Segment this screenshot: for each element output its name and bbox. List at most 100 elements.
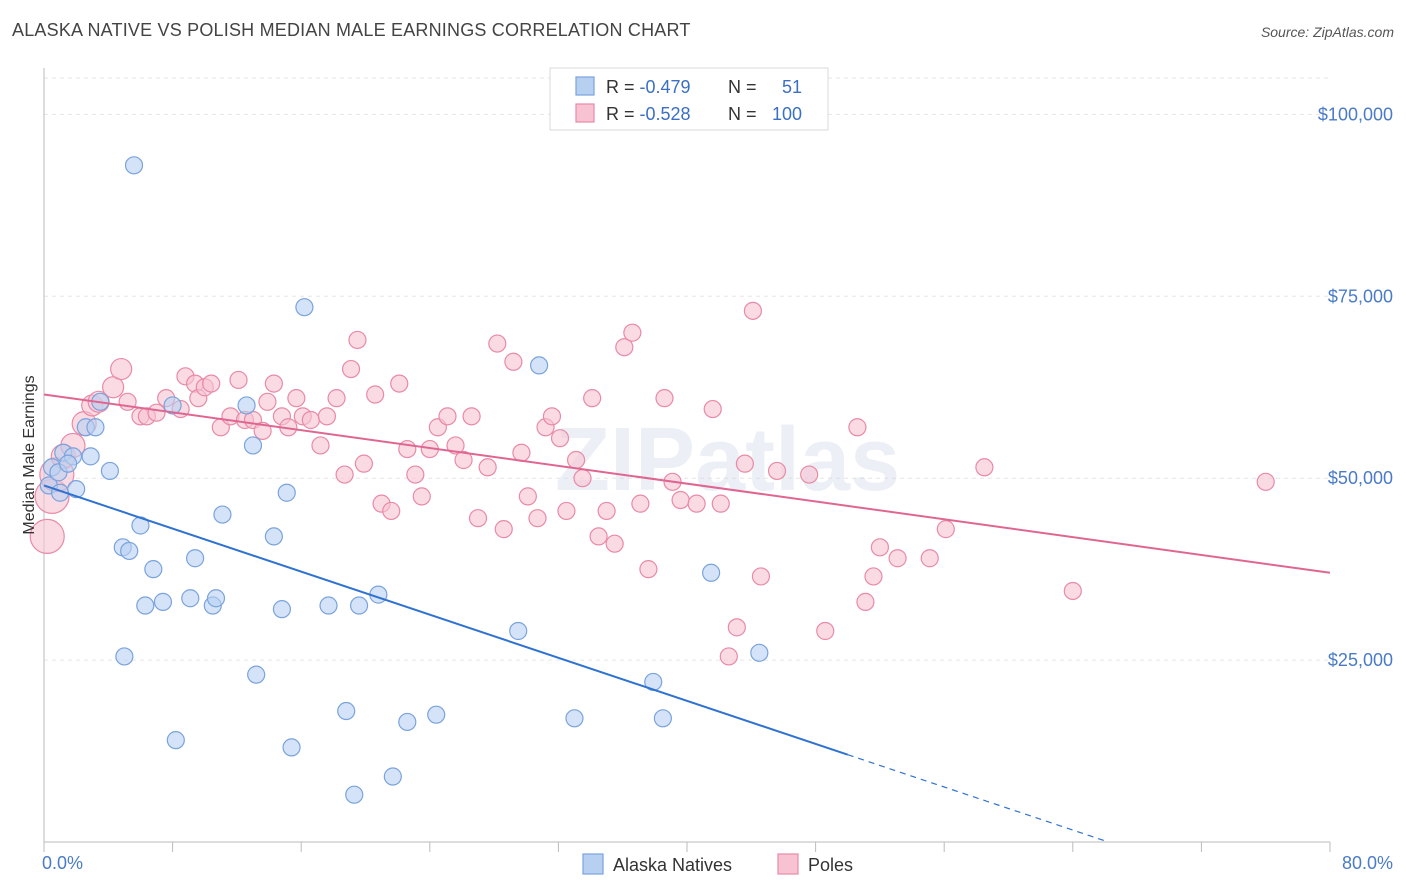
y-tick-label: $50,000 xyxy=(1328,468,1393,488)
poles-point xyxy=(327,389,346,408)
poles-point xyxy=(583,389,602,408)
poles-point xyxy=(711,494,730,513)
poles-point xyxy=(589,527,608,546)
alaska-native-point xyxy=(247,665,266,684)
poles-point xyxy=(311,436,330,455)
poles-point xyxy=(528,509,547,528)
poles-point xyxy=(573,469,592,488)
alaska-native-point xyxy=(750,643,769,662)
poles-point xyxy=(494,520,513,539)
poles-point xyxy=(615,338,634,357)
alaska-native-point xyxy=(398,712,417,732)
chart-title: ALASKA NATIVE VS POLISH MEDIAN MALE EARN… xyxy=(12,20,691,40)
poles-point xyxy=(655,389,674,408)
watermark: ZIPatlas xyxy=(555,410,900,510)
poles-point xyxy=(566,450,586,470)
legend-n-value: 100 xyxy=(772,104,802,124)
poles-point xyxy=(354,454,373,473)
alaska-native-point xyxy=(67,480,86,499)
y-tick-label: $75,000 xyxy=(1328,286,1393,306)
alaska-native-point xyxy=(237,396,256,415)
series-label-alaska: Alaska Natives xyxy=(613,855,732,875)
alaska-trend-extension xyxy=(847,754,1106,842)
poles-point xyxy=(258,392,277,411)
alaska-native-point xyxy=(59,454,78,473)
trend-lines xyxy=(43,393,1331,842)
poles-point xyxy=(382,501,401,521)
alaska-native-point xyxy=(565,709,584,728)
alaska-native-point xyxy=(213,505,232,524)
series-swatch-poles xyxy=(777,853,799,875)
alaska-native-point xyxy=(186,549,205,568)
alaska-native-point xyxy=(144,560,163,579)
alaska-native-point xyxy=(383,767,402,786)
alaska-native-point xyxy=(653,709,672,728)
alaska-native-point xyxy=(166,731,185,750)
series-swatch-alaska xyxy=(582,853,604,875)
poles-point xyxy=(870,538,890,557)
poles-point xyxy=(751,567,771,586)
y-tick-label: $100,000 xyxy=(1318,104,1393,124)
alaska-native-point xyxy=(86,418,105,437)
poles-trend-line xyxy=(43,393,1331,574)
alaska-native-point xyxy=(124,156,144,175)
y-tick-label: $25,000 xyxy=(1328,650,1393,670)
poles-point xyxy=(975,458,994,477)
series-legend: Alaska Natives Poles xyxy=(582,853,853,875)
poles-point xyxy=(412,487,431,506)
alaska-native-point xyxy=(115,647,134,666)
poles-point xyxy=(1256,472,1275,491)
poles-point xyxy=(202,374,221,393)
alaska-native-point xyxy=(345,785,364,804)
poles-point xyxy=(29,518,65,555)
poles-point xyxy=(446,436,465,455)
poles-point xyxy=(390,374,409,393)
svg-text:R = -0.528: R = -0.528 xyxy=(606,104,691,124)
poles-point xyxy=(264,374,283,393)
alaska-native-point xyxy=(427,705,446,724)
alaska-native-point xyxy=(163,396,182,415)
alaska-native-point xyxy=(120,541,139,561)
poles-point xyxy=(631,494,650,513)
x-tick-label: 80.0% xyxy=(1342,853,1393,873)
poles-point xyxy=(488,334,507,353)
legend-swatch-poles xyxy=(575,103,595,123)
legend-r-value: -0.528 xyxy=(640,104,691,124)
series-label-poles: Poles xyxy=(808,855,853,875)
source-label: Source: ZipAtlas.com xyxy=(1260,24,1394,40)
svg-text:R = -0.479: R = -0.479 xyxy=(606,77,691,97)
alaska-native-point xyxy=(530,356,549,375)
poles-point xyxy=(406,465,425,484)
poles-point xyxy=(605,534,624,553)
legend-n-label: N = xyxy=(728,77,757,97)
alaska-native-point xyxy=(100,461,120,481)
poles-point xyxy=(816,621,835,641)
poles-point xyxy=(335,465,354,484)
poles-point xyxy=(147,403,166,422)
correlation-legend: R = -0.479 N = 51 R = -0.528 N = 100 xyxy=(549,67,829,131)
poles-point xyxy=(597,501,616,521)
legend-r-label: R = xyxy=(606,77,640,97)
poles-point xyxy=(542,407,562,426)
alaska-native-point xyxy=(264,527,283,546)
alaska-native-point xyxy=(295,298,314,317)
alaska-native-point xyxy=(153,592,173,611)
alaska-native-point xyxy=(702,563,721,582)
alaska-native-point xyxy=(277,483,296,502)
poles-point xyxy=(518,487,537,506)
poles-point xyxy=(557,501,576,521)
legend-r-label: R = xyxy=(606,104,640,124)
alaska-native-point xyxy=(337,701,356,721)
poles-point xyxy=(623,323,642,342)
poles-point xyxy=(229,370,248,390)
poles-point xyxy=(462,407,481,426)
data-points xyxy=(29,156,1275,804)
alaska-native-point xyxy=(272,600,292,619)
poles-point xyxy=(1063,581,1082,601)
poles-point xyxy=(920,549,939,568)
poles-point xyxy=(703,399,722,419)
poles-point xyxy=(767,461,787,481)
poles-point xyxy=(454,450,473,470)
poles-point xyxy=(639,560,658,579)
